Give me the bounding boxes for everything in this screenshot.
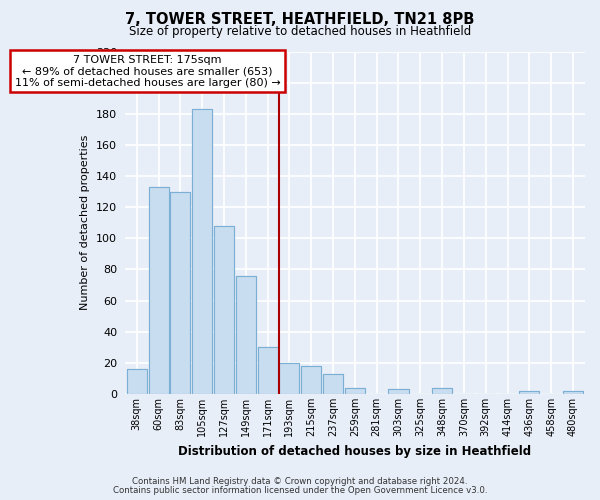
Bar — [563, 391, 583, 394]
Bar — [149, 187, 169, 394]
Bar — [388, 390, 409, 394]
Text: 7 TOWER STREET: 175sqm
← 89% of detached houses are smaller (653)
11% of semi-de: 7 TOWER STREET: 175sqm ← 89% of detached… — [15, 54, 281, 88]
Bar — [323, 374, 343, 394]
Bar — [192, 109, 212, 394]
Bar — [192, 109, 212, 394]
Text: Size of property relative to detached houses in Heathfield: Size of property relative to detached ho… — [129, 25, 471, 38]
Bar — [520, 391, 539, 394]
Bar — [432, 388, 452, 394]
Bar — [323, 374, 343, 394]
Bar — [170, 192, 190, 394]
Bar — [127, 369, 147, 394]
Bar — [345, 388, 365, 394]
Bar — [520, 391, 539, 394]
Text: Contains HM Land Registry data © Crown copyright and database right 2024.: Contains HM Land Registry data © Crown c… — [132, 477, 468, 486]
Bar — [170, 192, 190, 394]
X-axis label: Distribution of detached houses by size in Heathfield: Distribution of detached houses by size … — [178, 444, 532, 458]
Bar — [432, 388, 452, 394]
Text: 7, TOWER STREET, HEATHFIELD, TN21 8PB: 7, TOWER STREET, HEATHFIELD, TN21 8PB — [125, 12, 475, 28]
Y-axis label: Number of detached properties: Number of detached properties — [80, 135, 90, 310]
Bar — [236, 276, 256, 394]
Bar — [280, 363, 299, 394]
Bar — [257, 348, 278, 394]
Bar — [388, 390, 409, 394]
Bar — [257, 348, 278, 394]
Bar — [236, 276, 256, 394]
Bar — [280, 363, 299, 394]
Bar — [345, 388, 365, 394]
Bar — [214, 226, 234, 394]
Bar — [127, 369, 147, 394]
Bar — [563, 391, 583, 394]
Bar — [301, 366, 321, 394]
Bar — [301, 366, 321, 394]
Text: Contains public sector information licensed under the Open Government Licence v3: Contains public sector information licen… — [113, 486, 487, 495]
Bar — [149, 187, 169, 394]
Bar — [214, 226, 234, 394]
